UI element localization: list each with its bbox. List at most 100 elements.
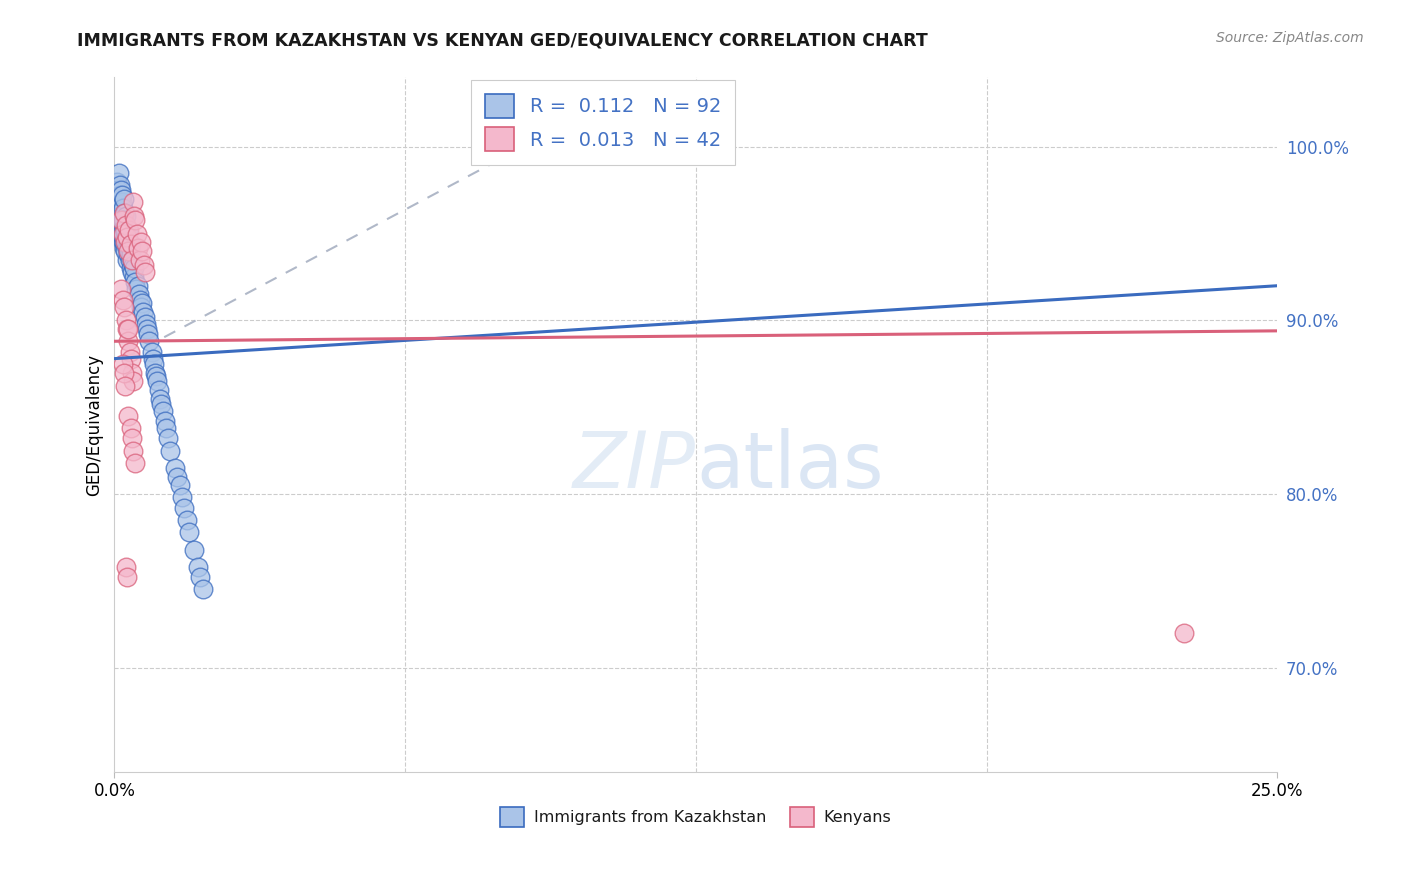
Point xyxy=(111,227,134,241)
Point xyxy=(131,244,153,258)
Point xyxy=(122,209,145,223)
Point xyxy=(146,374,169,388)
Point xyxy=(112,235,135,250)
Text: IMMIGRANTS FROM KAZAKHSTAN VS KENYAN GED/EQUIVALENCY CORRELATION CHART: IMMIGRANTS FROM KAZAKHSTAN VS KENYAN GED… xyxy=(77,31,928,49)
Point xyxy=(111,188,134,202)
Point xyxy=(117,322,139,336)
Point xyxy=(115,227,138,241)
Text: Source: ZipAtlas.com: Source: ZipAtlas.com xyxy=(1216,31,1364,45)
Point xyxy=(114,223,136,237)
Point xyxy=(121,252,143,267)
Point xyxy=(112,212,135,227)
Point xyxy=(120,247,142,261)
Point xyxy=(115,218,138,232)
Point xyxy=(110,282,132,296)
Point xyxy=(110,206,132,220)
Point xyxy=(111,212,134,227)
Point xyxy=(169,478,191,492)
Point xyxy=(107,183,129,197)
Point xyxy=(142,351,165,366)
Point xyxy=(117,230,139,244)
Point xyxy=(114,379,136,393)
Point xyxy=(128,287,150,301)
Point xyxy=(120,237,142,252)
Point xyxy=(108,195,131,210)
Point xyxy=(131,235,153,250)
Point xyxy=(121,432,143,446)
Point xyxy=(122,443,145,458)
Point xyxy=(125,227,148,241)
Point xyxy=(134,310,156,324)
Point xyxy=(122,258,145,272)
Point xyxy=(120,261,142,276)
Point xyxy=(122,195,145,210)
Point xyxy=(111,201,134,215)
Point xyxy=(183,542,205,557)
Point xyxy=(156,432,179,446)
Point xyxy=(115,241,138,255)
Point xyxy=(115,209,138,223)
Point xyxy=(117,235,139,250)
Point xyxy=(117,322,139,336)
Point xyxy=(110,218,132,232)
Point xyxy=(108,209,131,223)
Point xyxy=(114,218,136,232)
Point xyxy=(118,252,141,267)
Point xyxy=(152,403,174,417)
Point xyxy=(131,296,153,310)
Point xyxy=(112,241,135,255)
Point xyxy=(111,212,134,227)
Point xyxy=(122,270,145,285)
Point xyxy=(190,570,212,584)
Legend: Immigrants from Kazakhstan, Kenyans: Immigrants from Kazakhstan, Kenyans xyxy=(494,801,898,833)
Point xyxy=(149,392,172,406)
Point xyxy=(191,582,214,597)
Point xyxy=(145,368,167,383)
Point xyxy=(173,500,195,515)
Point xyxy=(112,192,135,206)
Point xyxy=(176,513,198,527)
Point xyxy=(114,235,136,250)
Point xyxy=(108,201,131,215)
Point xyxy=(115,560,138,574)
Point xyxy=(111,235,134,250)
Point xyxy=(111,293,134,307)
Point xyxy=(114,206,136,220)
Point xyxy=(115,235,138,250)
Point xyxy=(1173,625,1195,640)
Point xyxy=(120,421,142,435)
Point xyxy=(117,244,139,258)
Point xyxy=(111,195,134,210)
Point xyxy=(118,223,141,237)
Point xyxy=(127,278,149,293)
Point xyxy=(187,560,209,574)
Point xyxy=(122,374,145,388)
Point xyxy=(159,443,181,458)
Point xyxy=(108,166,131,180)
Point xyxy=(136,327,159,342)
Point xyxy=(163,461,186,475)
Point xyxy=(110,212,132,227)
Point xyxy=(110,212,132,227)
Point xyxy=(166,469,188,483)
Point xyxy=(118,344,141,359)
Point xyxy=(149,397,172,411)
Y-axis label: GED/Equivalency: GED/Equivalency xyxy=(86,353,103,496)
Point xyxy=(124,261,146,276)
Point xyxy=(105,192,128,206)
Point xyxy=(114,223,136,237)
Point xyxy=(117,230,139,244)
Point xyxy=(112,218,135,232)
Point xyxy=(153,414,176,428)
Point xyxy=(132,258,155,272)
Point xyxy=(143,366,166,380)
Point xyxy=(114,244,136,258)
Point xyxy=(111,357,134,371)
Point xyxy=(105,175,128,189)
Point xyxy=(112,230,135,244)
Point xyxy=(135,317,157,331)
Point xyxy=(117,223,139,237)
Point xyxy=(132,304,155,318)
Point xyxy=(136,322,159,336)
Point xyxy=(111,227,134,241)
